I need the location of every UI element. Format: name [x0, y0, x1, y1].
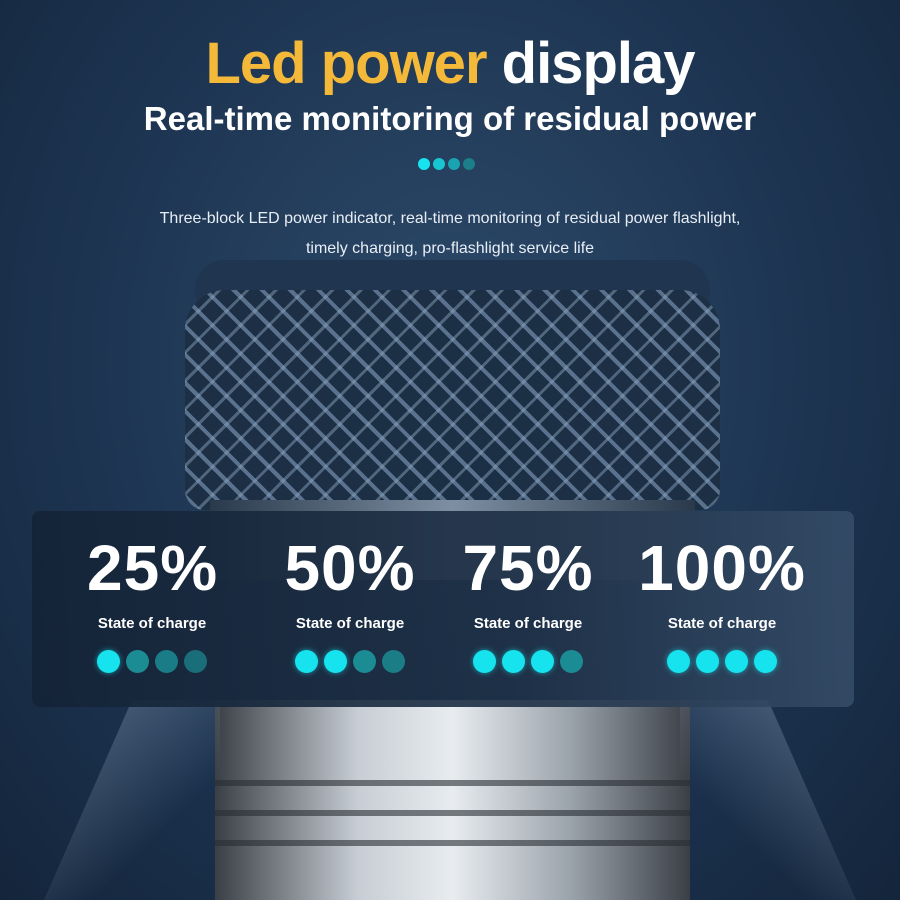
- led-dot-dim: [382, 650, 405, 673]
- title-rest: display: [501, 31, 696, 96]
- led-dot-dim: [353, 650, 376, 673]
- level-75: 75% State of charge: [458, 531, 598, 673]
- label: State of charge: [295, 615, 405, 632]
- led-dot-dim: [155, 650, 178, 673]
- led-dot-lit: [502, 650, 525, 673]
- percent: 75%: [462, 532, 594, 604]
- percent: 50%: [284, 532, 416, 604]
- led-dot-lit: [725, 650, 748, 673]
- percent: 100%: [638, 532, 806, 604]
- led-dot-lit: [754, 650, 777, 673]
- decor-dots: [418, 158, 475, 170]
- led-dot-lit: [473, 650, 496, 673]
- level-100: 100% State of charge: [632, 531, 812, 673]
- light-beam-right: [680, 700, 856, 900]
- label: State of charge: [473, 615, 583, 632]
- led-dots: [458, 650, 598, 673]
- description: Three-block LED power indicator, real-ti…: [159, 210, 741, 257]
- led-dot-dim: [126, 650, 149, 673]
- led-dots: [280, 650, 420, 673]
- percent: 25%: [87, 532, 219, 604]
- led-dot-dim: [560, 650, 583, 673]
- led-dot-lit: [667, 650, 690, 673]
- led-dot-lit: [97, 650, 120, 673]
- subtitle: Real-time monitoring of residual power: [143, 100, 757, 137]
- light-beam-left: [44, 700, 220, 900]
- label: State of charge: [97, 615, 207, 632]
- led-dot-lit: [324, 650, 347, 673]
- led-dot-lit: [696, 650, 719, 673]
- led-dots: [632, 650, 812, 673]
- knurled-head: [185, 290, 720, 510]
- page-title: Led power display: [0, 30, 900, 97]
- led-dot-dim: [184, 650, 207, 673]
- led-dots: [87, 650, 217, 673]
- title-accent: Led power: [205, 31, 487, 96]
- led-dot-lit: [295, 650, 318, 673]
- charge-panel: 25% State of charge 50% State of charge 75…: [32, 511, 854, 707]
- level-50: 50% State of charge: [280, 531, 420, 673]
- label: State of charge: [667, 615, 777, 632]
- level-25: 25% State of charge: [87, 531, 217, 673]
- led-dot-lit: [531, 650, 554, 673]
